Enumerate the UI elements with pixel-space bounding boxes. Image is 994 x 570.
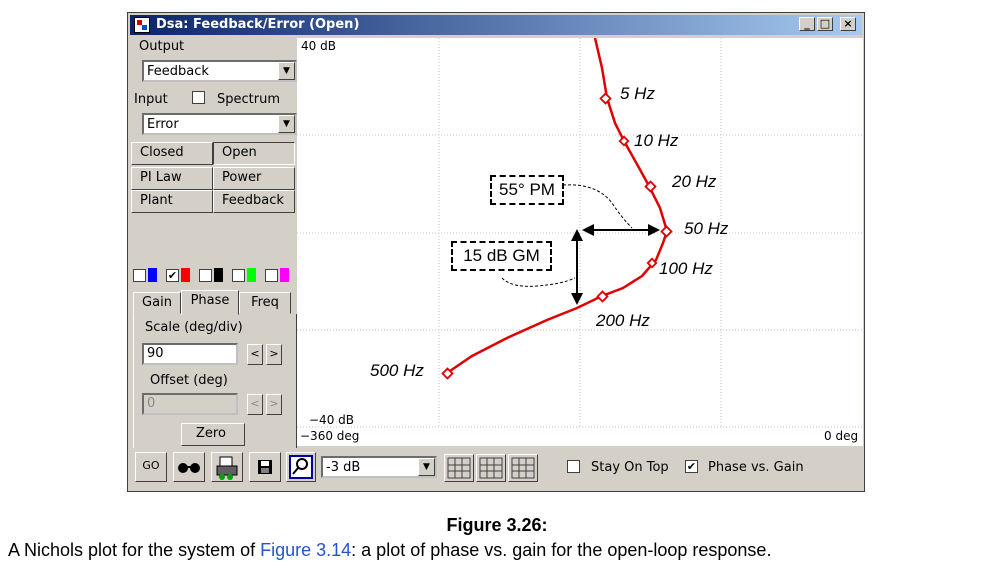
- tab-phase[interactable]: Phase: [181, 290, 239, 315]
- freq-marker: [644, 180, 657, 193]
- offset-label: Offset (deg): [150, 373, 228, 388]
- freq-label-500hz: 500 Hz: [370, 361, 424, 380]
- app-icon: [134, 17, 150, 33]
- figure-link[interactable]: Figure 3.14: [260, 540, 352, 560]
- pm-leader-line: [562, 184, 633, 229]
- power-button[interactable]: Power: [213, 167, 295, 190]
- scale-input[interactable]: 90: [142, 343, 238, 365]
- spectrum-checkbox[interactable]: [192, 91, 205, 104]
- close-button[interactable]: ×: [840, 17, 856, 31]
- feedback-button[interactable]: Feedback: [213, 190, 295, 213]
- tab-freq[interactable]: Freq: [239, 292, 291, 314]
- chevron-down-icon[interactable]: ▼: [418, 458, 435, 476]
- x-left-label: −360 deg: [300, 429, 360, 443]
- plant-button[interactable]: Plant: [131, 190, 213, 213]
- tab-strip: Gain Phase Freq: [133, 290, 297, 315]
- input-label: Input: [134, 92, 168, 107]
- phase-margin-arrow: [582, 224, 660, 236]
- freq-label-50hz: 50 Hz: [684, 219, 729, 238]
- offset-increase-button[interactable]: >: [266, 394, 282, 415]
- printer-icon[interactable]: [211, 452, 243, 482]
- scale-increase-button[interactable]: >: [266, 344, 282, 365]
- nichols-plot[interactable]: 40 dB −40 dB −360 deg 0 deg 5 Hz 10 Hz 2…: [297, 38, 863, 446]
- input-select-value: Error: [147, 117, 179, 132]
- trace-color-swatch[interactable]: [247, 268, 256, 282]
- grid-lines: [297, 38, 863, 428]
- minimize-button[interactable]: _: [799, 17, 815, 31]
- freq-marker: [646, 257, 658, 269]
- save-icon[interactable]: [249, 452, 281, 482]
- freq-label-100hz: 100 Hz: [659, 259, 713, 278]
- caption-text-before: A Nichols plot for the system of: [8, 540, 261, 560]
- caption-text-after: : a plot of phase vs. gain for the open-…: [351, 540, 772, 560]
- chevron-down-icon[interactable]: ▼: [278, 62, 295, 80]
- pi-law-button[interactable]: PI Law: [131, 167, 213, 190]
- grid-icon[interactable]: [476, 454, 506, 482]
- trace-checkbox[interactable]: [265, 269, 278, 282]
- phase-vs-gain-checkbox[interactable]: ✔: [685, 460, 698, 473]
- window-title: Dsa: Feedback/Error (Open): [156, 17, 360, 32]
- y-bottom-label: −40 dB: [309, 413, 354, 427]
- scale-decrease-button[interactable]: <: [247, 344, 263, 365]
- output-select-value: Feedback: [147, 64, 209, 79]
- trace-checkbox[interactable]: [232, 269, 245, 282]
- closed-button[interactable]: Closed: [131, 142, 213, 165]
- plot-canvas: [297, 38, 863, 428]
- trace-color-swatch[interactable]: [181, 268, 190, 282]
- trace-checkbox[interactable]: ✔: [166, 269, 179, 282]
- spectrum-label: Spectrum: [217, 92, 280, 107]
- gain-select[interactable]: -3 dB ▼: [321, 456, 437, 478]
- gm-leader-line: [501, 277, 576, 287]
- figure-caption-title: Figure 3.26:: [446, 515, 548, 535]
- glasses-icon[interactable]: [173, 452, 205, 482]
- freq-label-20hz: 20 Hz: [672, 172, 717, 191]
- tab-gain[interactable]: Gain: [133, 292, 181, 314]
- gain-margin-label: 15 dB GM: [451, 241, 552, 271]
- stay-on-top-label: Stay On Top: [591, 460, 669, 475]
- figure-caption-text: A Nichols plot for the system of Figure …: [8, 540, 771, 561]
- y-top-label: 40 dB: [301, 39, 336, 53]
- grid-icon[interactable]: [444, 454, 474, 482]
- gain-margin-arrow: [571, 229, 583, 305]
- freq-label-200hz: 200 Hz: [596, 311, 650, 330]
- trace-checkbox[interactable]: [133, 269, 146, 282]
- offset-input[interactable]: 0: [142, 393, 238, 415]
- trace-color-swatch[interactable]: [148, 268, 157, 282]
- freq-marker: [596, 290, 609, 303]
- phase-margin-label: 55° PM: [490, 175, 564, 205]
- phase-vs-gain-label: Phase vs. Gain: [708, 460, 804, 475]
- trace-color-swatch[interactable]: [214, 268, 223, 282]
- freq-marker: [441, 367, 454, 380]
- title-bar[interactable]: Dsa: Feedback/Error (Open) _ □ ×: [130, 15, 862, 35]
- freq-marker: [618, 135, 630, 147]
- scale-label: Scale (deg/div): [145, 320, 243, 335]
- maximize-button[interactable]: □: [817, 17, 833, 31]
- zoom-icon[interactable]: [286, 452, 316, 482]
- gain-select-value: -3 dB: [326, 460, 361, 475]
- trace-color-swatch[interactable]: [280, 268, 289, 282]
- grid-icon[interactable]: [508, 454, 538, 482]
- freq-marker: [660, 225, 673, 238]
- freq-label-10hz: 10 Hz: [634, 131, 679, 150]
- nichols-curve: [446, 38, 669, 375]
- freq-label-5hz: 5 Hz: [620, 84, 655, 103]
- freq-marker: [599, 92, 612, 105]
- open-button[interactable]: Open: [213, 142, 295, 165]
- x-right-label: 0 deg: [824, 429, 859, 443]
- zero-button[interactable]: Zero: [181, 423, 245, 446]
- input-select[interactable]: Error ▼: [142, 113, 297, 135]
- offset-decrease-button[interactable]: <: [247, 394, 263, 415]
- chevron-down-icon[interactable]: ▼: [278, 115, 295, 133]
- stay-on-top-checkbox[interactable]: [567, 460, 580, 473]
- trace-checkbox[interactable]: [199, 269, 212, 282]
- go-button[interactable]: GO: [135, 452, 167, 482]
- tab-panel: [133, 314, 297, 448]
- output-label: Output: [139, 39, 185, 54]
- output-select[interactable]: Feedback ▼: [142, 60, 297, 82]
